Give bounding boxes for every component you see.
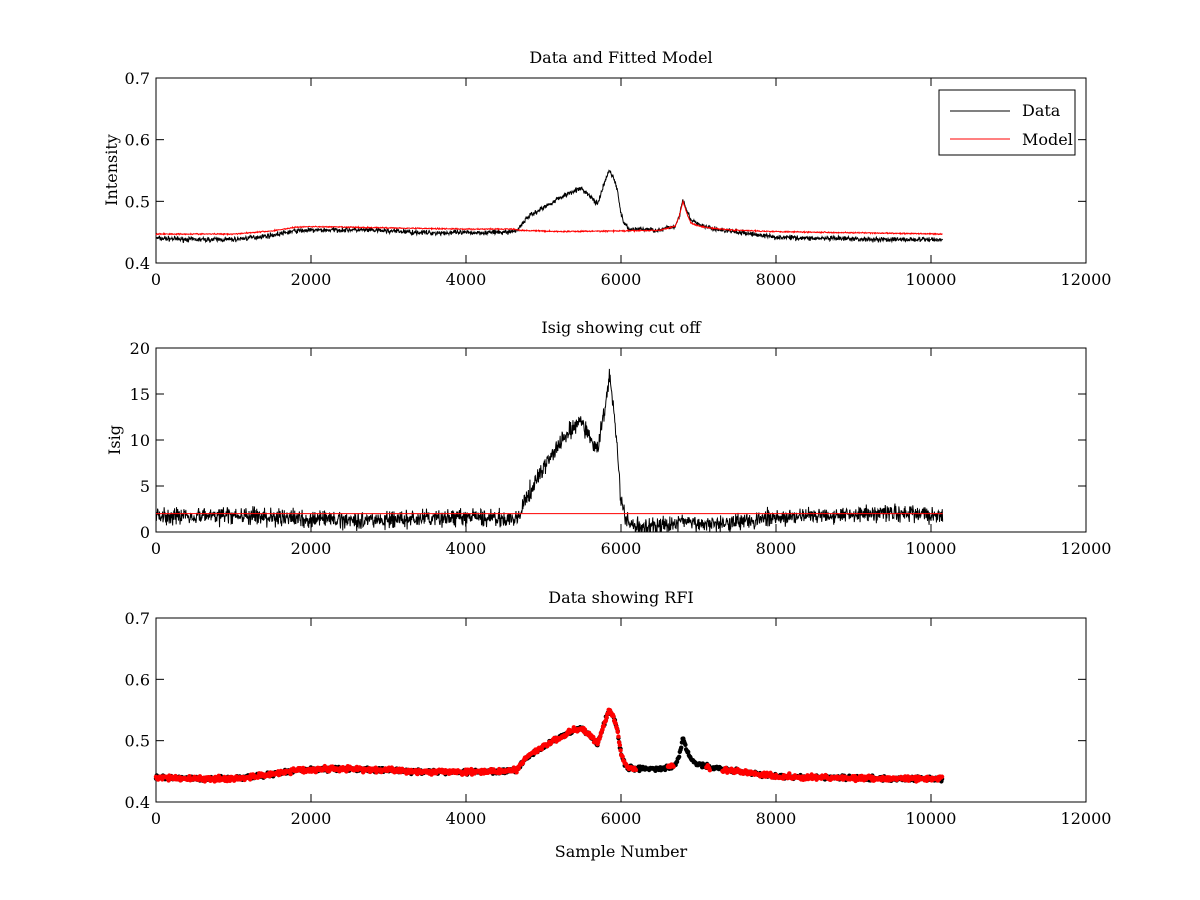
- x-tick-label: 0: [151, 539, 161, 558]
- plot-points: [153, 707, 945, 784]
- x-tick-label: 4000: [446, 270, 487, 289]
- series-line-data: [155, 169, 944, 244]
- data-point: [615, 729, 620, 735]
- data-point: [600, 727, 605, 732]
- x-axis-label: Sample Number: [555, 842, 688, 861]
- data-point: [679, 745, 684, 750]
- data-point: [601, 724, 606, 729]
- x-tick-label: 2000: [291, 809, 332, 828]
- x-tick-label: 12000: [1061, 809, 1112, 828]
- axis-ticks: 0 2000 4000 6000 8000 10000 12000 0.4 0.5 0.6 0.7: [125, 69, 1112, 289]
- x-tick-label: 2000: [291, 270, 332, 289]
- legend: Data Model: [938, 89, 1076, 156]
- x-tick-label: 2000: [291, 539, 332, 558]
- x-tick-label: 0: [151, 809, 161, 828]
- y-tick-label: 0.5: [125, 192, 150, 211]
- data-point: [227, 778, 233, 784]
- y-tick-label: 0.7: [125, 609, 150, 628]
- x-tick-label: 4000: [446, 539, 487, 558]
- axis-ticks: 0 2000 4000 6000 8000 10000 12000 0 5 10 15 20: [130, 339, 1112, 558]
- legend-label-data: Data: [1022, 101, 1061, 120]
- plot-lines: [155, 169, 944, 244]
- data-point: [613, 721, 618, 726]
- data-point: [288, 771, 293, 777]
- series-line-model: [155, 199, 943, 237]
- x-tick-label: 8000: [756, 539, 797, 558]
- legend-label-model: Model: [1022, 130, 1073, 149]
- y-axis-label: Isig: [105, 425, 124, 455]
- panel-isig-showing-cut-off: 0 2000 4000 6000 8000 10000 12000 0 5 10 15 20 Isig…: [105, 318, 1111, 558]
- series-series-1: [153, 707, 945, 784]
- y-tick-label: 0.6: [125, 670, 150, 689]
- data-point: [683, 742, 688, 747]
- chart-title: Data showing RFI: [548, 588, 693, 607]
- y-tick-label: 0.4: [125, 793, 150, 812]
- legend-box: [938, 89, 1076, 156]
- y-tick-label: 10: [130, 431, 150, 450]
- panel-data-showing-rfi: 0 2000 4000 6000 8000 10000 120000.40.50.60.7 …: [125, 588, 1112, 861]
- x-tick-label: 6000: [601, 809, 642, 828]
- x-tick-label: 0: [151, 270, 161, 289]
- data-point: [939, 774, 945, 779]
- x-tick-label: 10000: [906, 539, 957, 558]
- y-tick-label: 0.4: [125, 254, 150, 273]
- x-tick-label: 8000: [756, 809, 797, 828]
- data-point: [676, 754, 682, 759]
- data-point: [707, 768, 713, 773]
- data-point: [618, 748, 623, 753]
- y-tick-label: 0.5: [125, 732, 150, 751]
- data-point: [611, 714, 616, 719]
- data-point: [582, 727, 588, 732]
- y-axis-label: Intensity: [102, 134, 121, 206]
- y-tick-label: 0: [140, 523, 150, 542]
- data-point: [514, 770, 519, 775]
- y-tick-label: 20: [130, 339, 150, 358]
- axis-ticks: 0 2000 4000 6000 8000 10000 12000 0.4 0.5 0.6 0.7: [125, 609, 1112, 828]
- data-point: [596, 740, 601, 745]
- data-point: [591, 734, 596, 740]
- data-point: [633, 767, 639, 773]
- data-point: [603, 718, 609, 723]
- y-tick-label: 0.7: [125, 69, 150, 88]
- plot-lines: [155, 368, 944, 533]
- x-tick-label: 10000: [906, 270, 957, 289]
- y-tick-label: 0.6: [125, 131, 150, 150]
- x-tick-label: 6000: [601, 539, 642, 558]
- data-point: [617, 742, 623, 748]
- data-point: [616, 734, 621, 739]
- x-tick-label: 12000: [1061, 270, 1112, 289]
- x-tick-label: 8000: [756, 270, 797, 289]
- chart-title: Data and Fitted Model: [529, 48, 712, 67]
- chart-title: Isig showing cut off: [541, 318, 702, 337]
- y-tick-label: 15: [130, 385, 150, 404]
- data-point: [620, 754, 625, 759]
- x-tick-label: 10000: [906, 809, 957, 828]
- x-tick-label: 6000: [601, 270, 642, 289]
- data-point: [671, 764, 676, 769]
- data-point: [685, 749, 691, 755]
- panel-data-and-fitted-model: 0 2000 4000 6000 8000 10000 120000.40.50.60.7 …: [102, 48, 1111, 289]
- y-tick-label: 5: [140, 477, 150, 496]
- plot-area: [155, 617, 1087, 803]
- x-tick-label: 4000: [446, 809, 487, 828]
- x-tick-label: 12000: [1061, 539, 1112, 558]
- plot-area: [155, 77, 1087, 264]
